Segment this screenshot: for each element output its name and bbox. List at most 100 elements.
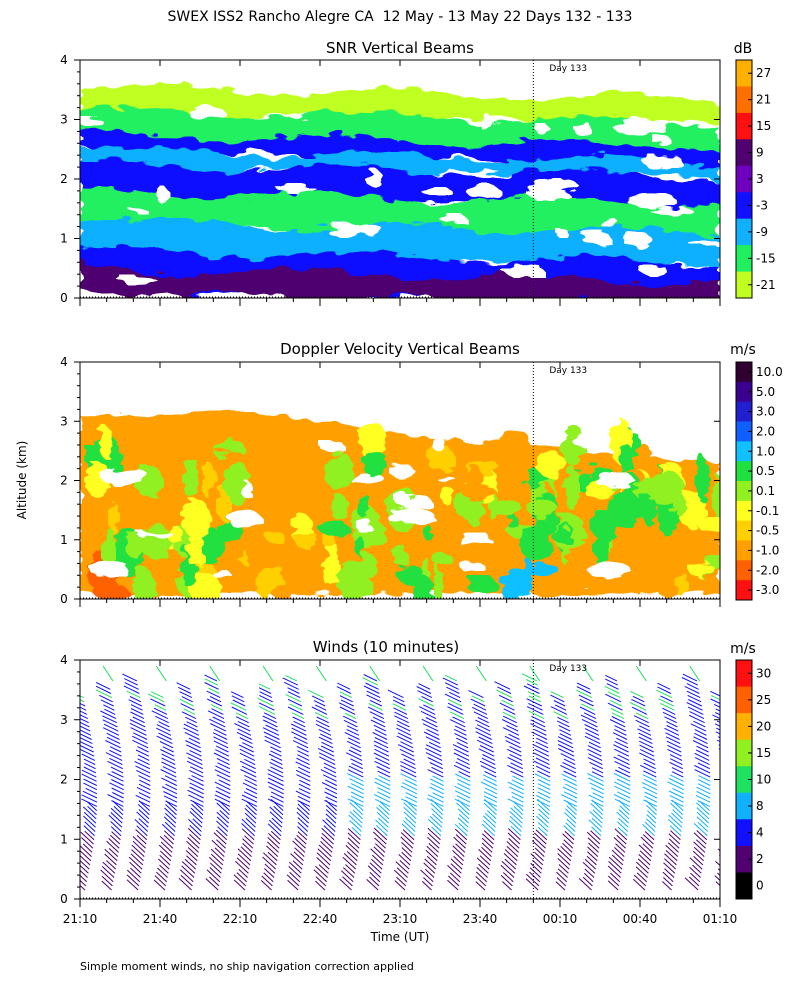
wind-barb (537, 826, 548, 837)
wind-barb (497, 686, 512, 694)
wind-barb (476, 739, 494, 749)
wind-barb (664, 858, 677, 870)
wind-barb (159, 850, 172, 862)
wind-barb (458, 771, 471, 778)
wind-barb (296, 807, 310, 820)
wind-barb (103, 704, 115, 711)
wind-barb (369, 699, 383, 707)
wind-barb (507, 828, 521, 841)
wind-barb (147, 693, 165, 703)
wind-barb (395, 861, 409, 874)
wind-barb (449, 719, 466, 728)
wind-barb (160, 841, 173, 853)
wind-barb (162, 746, 174, 753)
wind-barb (83, 766, 97, 774)
wind-barb (80, 831, 94, 845)
wind-barb (110, 807, 123, 820)
wind-barb (325, 796, 338, 803)
wind-barb (324, 799, 338, 807)
wind-barb (80, 699, 85, 703)
wind-barb (584, 858, 597, 870)
wind-barb (268, 833, 281, 845)
wind-barb (506, 724, 519, 732)
wind-barb (346, 851, 358, 862)
wind-barb (508, 837, 520, 849)
wind-barb (324, 791, 338, 799)
wind-barb (163, 795, 178, 803)
snr-colorbar-label: -9 (756, 225, 768, 239)
doppler-cell (675, 571, 689, 597)
wind-barb (188, 818, 202, 832)
wind-barb (688, 876, 700, 887)
wind-barb (321, 832, 334, 845)
wind-barb (696, 811, 710, 824)
wind-barb (350, 795, 364, 803)
wind-barb (293, 851, 304, 862)
wind-barb (83, 811, 97, 824)
wind-barb (663, 877, 673, 887)
wind-barb (457, 808, 470, 820)
wind-barb (614, 828, 628, 841)
wind-barb (212, 732, 228, 740)
wind-barb (244, 835, 254, 845)
wind-barb (647, 810, 657, 820)
wind-barb (394, 880, 406, 891)
wind-barb (283, 681, 299, 690)
wind-barb (81, 837, 94, 849)
wind-barb (400, 785, 418, 795)
wind-barb (233, 879, 246, 891)
wind-barb (186, 760, 204, 770)
wind-barb (558, 748, 575, 757)
wind-barb (431, 766, 444, 774)
wind-barb (666, 721, 678, 728)
wind-barb (420, 710, 437, 720)
wind-barb (699, 801, 710, 811)
wind-barb (270, 795, 284, 803)
wind-barb (315, 876, 327, 887)
wind-barb (457, 778, 471, 786)
wind-barb (637, 858, 650, 870)
wind-barb (241, 828, 255, 841)
wind-barb (529, 665, 541, 682)
wind-barb (455, 834, 467, 845)
snr-colorbar-swatch (736, 245, 752, 273)
doppler-colorbar-swatch (736, 441, 752, 462)
wind-barb (667, 744, 682, 753)
wind-barb (297, 800, 311, 807)
wind-barb (560, 764, 577, 774)
wind-barb (157, 867, 168, 878)
wind-barb (348, 749, 362, 757)
wind-barb (319, 756, 336, 766)
wind-barb (110, 812, 123, 824)
wind-barb (663, 862, 676, 874)
wind-barb (421, 718, 438, 728)
wind-barb (103, 723, 119, 732)
wind-barb (584, 728, 600, 736)
wind-barb (588, 741, 601, 749)
wind-barb (263, 852, 277, 866)
wind-barb (576, 689, 593, 699)
wind-barb (154, 875, 167, 887)
wind-barb (241, 823, 255, 837)
wind-barb (454, 824, 468, 837)
wind-barb (509, 810, 523, 824)
wind-barb (373, 827, 388, 841)
wind-barb (423, 731, 440, 740)
wind-barb (563, 770, 577, 778)
wind-barb (214, 794, 231, 803)
wind-barb (320, 769, 337, 778)
wind-barb (210, 723, 227, 732)
snr-day-label: Day 133 (549, 64, 587, 74)
wind-barb (643, 758, 656, 766)
wind-barb (110, 821, 122, 832)
snr-colorbar-swatch (736, 218, 752, 246)
wind-barb (325, 804, 337, 816)
wind-barb (320, 745, 334, 753)
wind-barb (158, 732, 172, 740)
wind-barb (523, 685, 540, 694)
wind-barb (476, 867, 488, 878)
wind-barb (131, 844, 145, 857)
wind-barb (110, 766, 124, 774)
wind-barb (259, 694, 273, 703)
wind-barb (530, 853, 544, 866)
